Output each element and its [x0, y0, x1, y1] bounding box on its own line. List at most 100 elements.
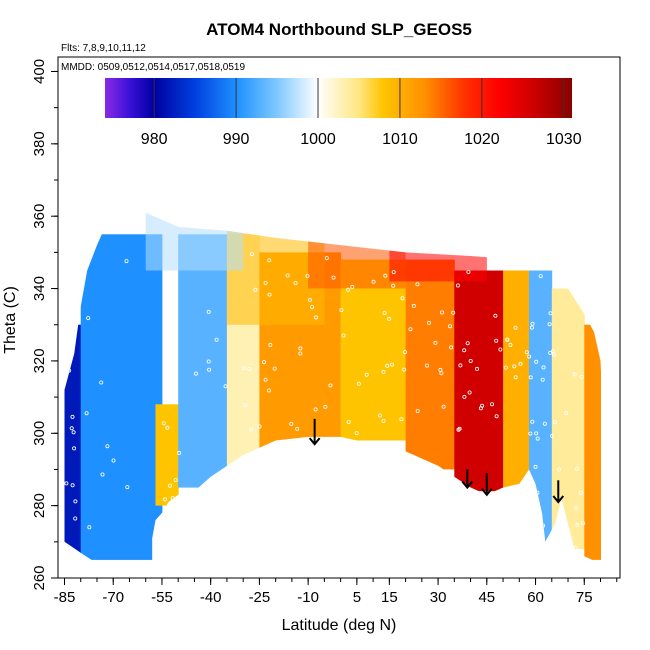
- observation-point: [489, 402, 494, 407]
- x-tick-label: -40: [200, 589, 222, 606]
- observation-point: [323, 404, 328, 409]
- x-tick-label: 45: [478, 589, 495, 606]
- observation-point: [263, 377, 268, 382]
- observation-point: [162, 497, 167, 502]
- observation-point: [391, 270, 396, 275]
- observation-point: [263, 280, 268, 285]
- heatmap-cell: [80, 234, 163, 560]
- observation-point: [249, 252, 254, 257]
- observation-point: [86, 316, 91, 321]
- y-tick-label: 260: [31, 565, 48, 590]
- observation-point: [548, 311, 553, 316]
- observation-point: [173, 478, 178, 483]
- observation-point: [575, 466, 580, 471]
- colorbar-tick-label: 1030: [546, 131, 582, 148]
- x-axis: -85 -70 -55 -40 -25 -10 5 15 30 45 60 75: [54, 578, 618, 606]
- colorbar: [105, 78, 572, 118]
- observation-point: [383, 273, 388, 278]
- chart-title: ATOM4 Northbound SLP_GEOS5: [206, 20, 472, 39]
- observation-point: [451, 310, 456, 315]
- x-tick-label: 75: [576, 589, 593, 606]
- y-tick-label: 400: [31, 59, 48, 84]
- observation-point: [310, 305, 315, 310]
- observation-point: [381, 418, 386, 423]
- observation-point: [72, 446, 77, 451]
- observation-point: [262, 360, 267, 365]
- observation-point: [391, 283, 396, 288]
- observation-point: [324, 256, 329, 261]
- x-tick-label: 15: [381, 589, 398, 606]
- observation-point: [403, 350, 408, 355]
- observation-point: [64, 481, 69, 486]
- heatmap-cell: [178, 234, 228, 488]
- observation-point: [564, 411, 569, 416]
- colorbar-ticks: 980 990 1000 1010 1020 1030: [141, 78, 582, 148]
- observation-point: [465, 341, 470, 346]
- observation-point: [341, 333, 346, 338]
- observation-point: [253, 287, 258, 292]
- observation-point: [424, 363, 429, 368]
- observation-point: [382, 310, 387, 315]
- y-tick-label: 360: [31, 204, 48, 229]
- observation-point: [214, 337, 219, 342]
- observation-point: [411, 303, 416, 308]
- x-tick-label: 5: [353, 589, 361, 606]
- observation-point: [527, 354, 532, 359]
- observation-point: [268, 342, 273, 347]
- observation-point: [356, 381, 361, 386]
- observation-point: [529, 325, 534, 330]
- observation-point: [498, 347, 503, 352]
- arrow-head: [308, 437, 321, 446]
- observation-point: [553, 420, 558, 425]
- observation-point: [73, 516, 78, 521]
- heatmap-cell: [584, 324, 601, 560]
- observation-point: [408, 327, 413, 332]
- heatmap-cell: [503, 270, 530, 495]
- observation-point: [579, 374, 584, 379]
- observation-point: [331, 275, 336, 280]
- observation-point: [385, 363, 390, 368]
- observation-point: [462, 348, 467, 353]
- observation-point: [390, 362, 395, 367]
- observation-point: [581, 521, 586, 526]
- observation-point: [536, 239, 541, 244]
- observation-point: [493, 313, 498, 318]
- x-tick-label: 60: [527, 589, 544, 606]
- observation-point: [426, 320, 431, 325]
- observation-point: [161, 421, 166, 426]
- observation-point: [267, 258, 272, 263]
- observation-point: [267, 292, 272, 297]
- x-tick-label: 30: [430, 589, 447, 606]
- observation-point: [381, 369, 386, 374]
- observation-point: [534, 359, 539, 364]
- observation-point: [538, 274, 543, 279]
- observation-point: [165, 425, 170, 430]
- heatmap-cell: [340, 259, 407, 441]
- observation-point: [167, 483, 172, 488]
- observation-point: [298, 351, 303, 356]
- observation-point: [415, 282, 420, 287]
- observation-point: [574, 506, 579, 511]
- colorbar-tick-label: 1000: [300, 131, 336, 148]
- observation-point: [87, 525, 92, 530]
- observation-point: [540, 377, 545, 382]
- observation-point: [313, 315, 318, 320]
- observation-point: [433, 340, 438, 345]
- colorbar-tick-label: 980: [141, 131, 168, 148]
- observation-point: [578, 490, 583, 495]
- observation-point: [350, 284, 355, 289]
- observation-point: [266, 388, 271, 393]
- observation-point: [457, 426, 462, 431]
- observation-point: [530, 321, 535, 326]
- y-axis: 260 280 300 320 340 360 380 400: [31, 59, 58, 591]
- observation-point: [524, 350, 529, 355]
- observation-point: [298, 346, 303, 351]
- observation-point: [494, 414, 499, 419]
- observation-point: [339, 308, 344, 313]
- observation-point: [247, 366, 252, 371]
- observation-point: [70, 414, 75, 419]
- colorbar-tick-label: 1010: [382, 131, 418, 148]
- observation-point: [399, 417, 404, 422]
- observation-point: [513, 325, 518, 330]
- observation-point: [503, 365, 508, 370]
